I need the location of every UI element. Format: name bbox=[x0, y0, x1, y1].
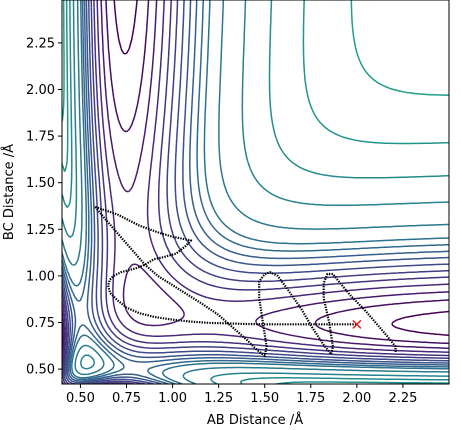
contour-line bbox=[62, 0, 449, 384]
x-tick-label: 1.50 bbox=[250, 391, 279, 406]
trajectory-line bbox=[94, 205, 357, 326]
x-tick-label: 2.00 bbox=[342, 391, 371, 406]
contour-line bbox=[62, 0, 449, 384]
plot-frame bbox=[61, 0, 450, 385]
x-tick-label: 1.75 bbox=[296, 391, 325, 406]
contour-line bbox=[62, 0, 449, 384]
contour-lines bbox=[62, 0, 449, 384]
x-tick-label: 0.50 bbox=[66, 391, 95, 406]
y-axis-label: BC Distance /Å bbox=[1, 144, 17, 240]
x-axis-label: AB Distance /Å bbox=[207, 412, 303, 428]
contour-line bbox=[62, 0, 449, 384]
y-tick-label: 0.75 bbox=[26, 316, 55, 331]
y-tick-label: 2.25 bbox=[26, 36, 55, 51]
contour-line bbox=[62, 0, 449, 384]
y-tick-label: 1.25 bbox=[26, 223, 55, 238]
contour-line bbox=[62, 0, 449, 384]
end-marker-x bbox=[352, 319, 362, 329]
contour-line bbox=[62, 0, 449, 384]
y-tick-label: 2.00 bbox=[26, 83, 55, 98]
y-tick-label: 1.50 bbox=[26, 176, 55, 191]
contour-line bbox=[62, 0, 449, 384]
contour-line bbox=[62, 0, 449, 384]
contour-line bbox=[62, 0, 449, 349]
contour-line bbox=[62, 0, 449, 384]
x-tick-label: 1.25 bbox=[204, 391, 233, 406]
x-tick-label: 2.25 bbox=[388, 391, 417, 406]
contour-line bbox=[62, 0, 449, 359]
x-axis-ticks: 0.50 0.75 1.00 1.25 1.50 1.75 2.00 2.25 bbox=[66, 384, 417, 406]
y-tick-label: 1.75 bbox=[26, 130, 55, 145]
contour-line bbox=[62, 0, 449, 384]
contour-line bbox=[62, 0, 449, 384]
contour-line bbox=[113, 0, 449, 337]
y-tick-label: 1.00 bbox=[26, 269, 55, 284]
y-tick-label: 0.50 bbox=[26, 363, 55, 378]
x-tick-label: 0.75 bbox=[112, 391, 141, 406]
trajectory-path bbox=[94, 205, 397, 358]
trajectory-line bbox=[94, 206, 397, 358]
y-axis-ticks: 0.50 0.75 1.00 1.25 1.50 1.75 2.00 2.25 bbox=[26, 36, 62, 378]
x-tick-label: 1.00 bbox=[158, 391, 187, 406]
contour-line bbox=[62, 0, 449, 122]
end-point-marker bbox=[352, 319, 362, 329]
